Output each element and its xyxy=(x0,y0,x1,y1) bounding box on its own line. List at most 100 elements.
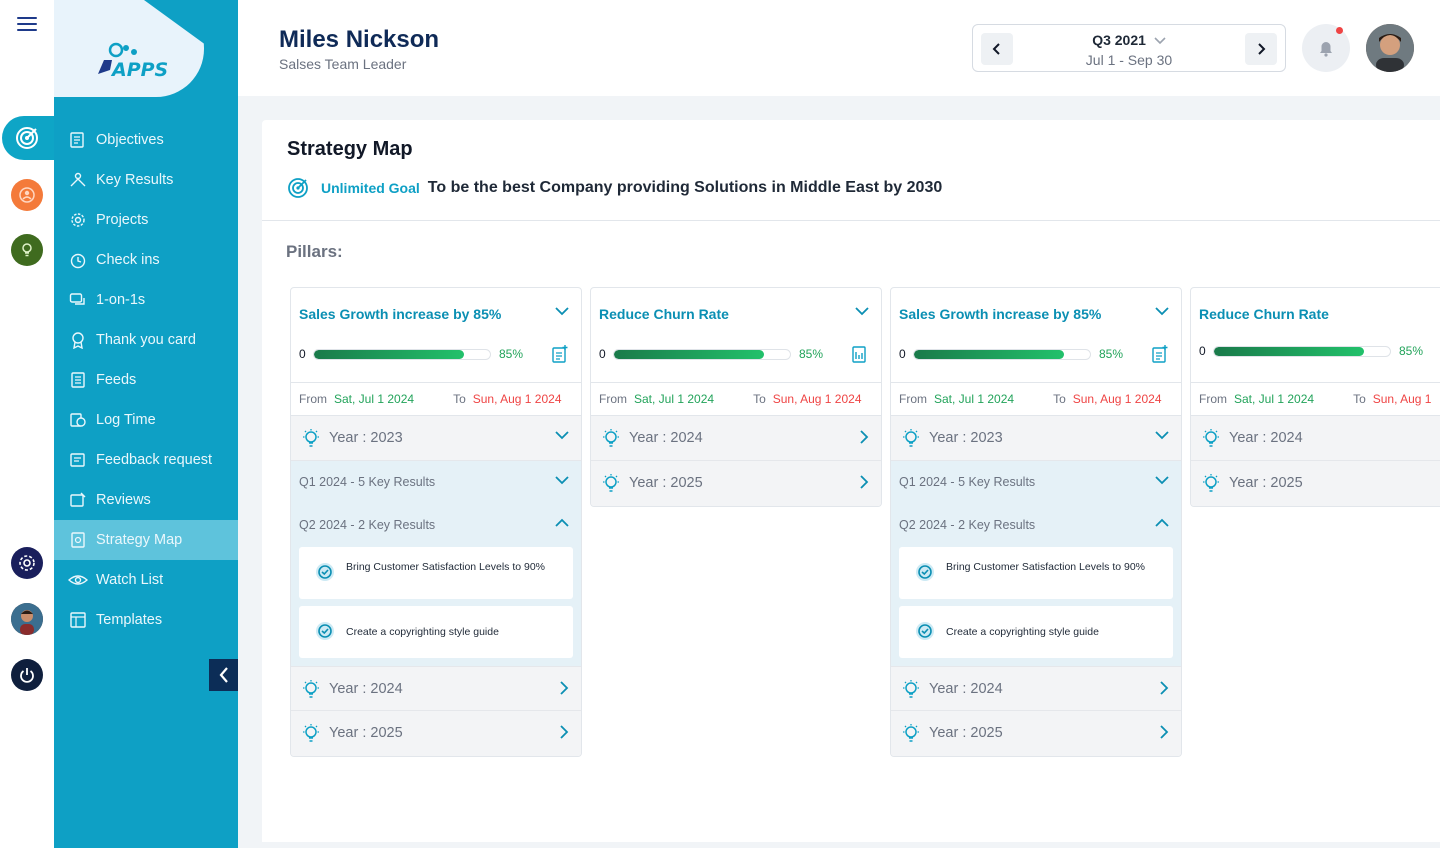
quarter-selector: Q3 2021 Jul 1 - Sep 30 xyxy=(972,24,1286,72)
sidebar-item-reviews[interactable]: Reviews xyxy=(54,480,238,520)
progress-fill xyxy=(314,349,464,359)
sidebar-nav: Objectives Key Results Projects Check in… xyxy=(54,120,238,640)
collapse-sidebar-button[interactable] xyxy=(209,659,238,691)
eye-icon xyxy=(68,570,88,590)
page-title: Strategy Map xyxy=(287,138,413,160)
progress-bar xyxy=(313,348,491,360)
pillar-header[interactable]: Sales Growth increase by 85% xyxy=(891,288,1181,338)
goal-type-label: Unlimited Goal xyxy=(321,180,420,196)
rail-item-okr[interactable] xyxy=(2,116,60,160)
key-result-card[interactable]: Bring Customer Satisfaction Levels to 90… xyxy=(299,547,573,599)
sidebar-item-projects[interactable]: Projects xyxy=(54,200,238,240)
report-icon[interactable] xyxy=(851,344,869,364)
sidebar-item-label: Feeds xyxy=(96,372,137,388)
pillar-title: Reduce Churn Rate xyxy=(1199,306,1329,322)
year-row[interactable]: Year : 2023 xyxy=(291,416,581,461)
to-label: To xyxy=(753,392,766,406)
year-row[interactable]: Year : 2025 xyxy=(291,711,581,756)
sidebar-item-feedback-request[interactable]: Feedback request xyxy=(54,440,238,480)
sidebar-item-log-time[interactable]: Log Time xyxy=(54,400,238,440)
lightbulb-icon xyxy=(903,429,919,447)
key-result-card[interactable]: Create a copyrighting style guide xyxy=(299,606,573,658)
chevron-down-icon[interactable] xyxy=(855,306,869,316)
next-quarter-button[interactable] xyxy=(1245,33,1277,65)
quarter-row[interactable]: Q2 2024 - 2 Key Results xyxy=(891,504,1181,547)
chevron-down-icon[interactable] xyxy=(1155,306,1169,316)
lightbulb-icon xyxy=(903,724,919,742)
year-row[interactable]: Year : 2023 xyxy=(891,416,1181,461)
year-label: Year : 2025 xyxy=(929,725,1003,741)
year-row[interactable]: Year : 2025 xyxy=(591,461,881,506)
add-report-icon[interactable] xyxy=(551,344,569,364)
quarter-range: Jul 1 - Sep 30 xyxy=(1085,52,1173,68)
svg-text:APPS: APPS xyxy=(110,59,168,81)
pillar-dates: From Sat, Jul 1 2024 To Sun, Aug 1 2024 xyxy=(891,382,1181,416)
to-label: To xyxy=(453,392,466,406)
sidebar-item-key-results[interactable]: Key Results xyxy=(54,160,238,200)
pillar-header[interactable]: Reduce Churn Rate xyxy=(591,288,881,338)
from-label: From xyxy=(1199,392,1227,406)
rail-item-team[interactable] xyxy=(11,179,43,211)
key-result-card[interactable]: Create a copyrighting style guide xyxy=(899,606,1173,658)
year-row[interactable]: Year : 2024 xyxy=(1191,416,1440,461)
gear-icon xyxy=(19,555,35,571)
quarter-row[interactable]: Q1 2024 - 5 Key Results xyxy=(291,461,581,504)
from-date: Sat, Jul 1 2024 xyxy=(334,392,415,406)
chevron-right-icon xyxy=(1160,725,1169,739)
lightbulb-icon xyxy=(303,680,319,698)
quarter-row[interactable]: Q2 2024 - 2 Key Results xyxy=(291,504,581,547)
sidebar-item-label: Strategy Map xyxy=(96,532,183,548)
year-label: Year : 2024 xyxy=(329,681,403,697)
hamburger-menu-icon[interactable] xyxy=(17,14,37,32)
year-label: Year : 2025 xyxy=(329,725,403,741)
pillar-card: Sales Growth increase by 85% 0 85% From … xyxy=(290,287,582,757)
year-row[interactable]: Year : 2025 xyxy=(1191,461,1440,506)
key-result-icon xyxy=(316,563,334,581)
chevron-down-icon xyxy=(555,431,569,440)
progress-fill xyxy=(914,349,1064,359)
year-row[interactable]: Year : 2025 xyxy=(891,711,1181,756)
key-results-list: Bring Customer Satisfaction Levels to 90… xyxy=(291,547,581,666)
one-on-ones-icon xyxy=(68,290,88,310)
rail-user-avatar[interactable] xyxy=(11,603,43,635)
sidebar-item-templates[interactable]: Templates xyxy=(54,600,238,640)
progress-percent: 85% xyxy=(799,347,824,361)
progress-percent: 85% xyxy=(1099,347,1124,361)
sidebar-item-label: Reviews xyxy=(96,492,151,508)
quarter-row[interactable]: Q1 2024 - 5 Key Results xyxy=(891,461,1181,504)
sidebar-item-strategy-map[interactable]: Strategy Map xyxy=(54,520,238,560)
sidebar-item-objectives[interactable]: Objectives xyxy=(54,120,238,160)
year-row[interactable]: Year : 2024 xyxy=(591,416,881,461)
add-report-icon[interactable] xyxy=(1151,344,1169,364)
user-avatar[interactable] xyxy=(1366,24,1414,72)
sidebar-item-check-ins[interactable]: Check ins xyxy=(54,240,238,280)
year-row[interactable]: Year : 2024 xyxy=(291,666,581,711)
pillar-title: Sales Growth increase by 85% xyxy=(899,306,1102,322)
sidebar-item-thank-you-card[interactable]: Thank you card xyxy=(54,320,238,360)
pillar-header[interactable]: Sales Growth increase by 85% xyxy=(291,288,581,338)
chevron-down-icon[interactable] xyxy=(555,306,569,316)
sidebar-item-watch-list[interactable]: Watch List xyxy=(54,560,238,600)
rail-item-ideas[interactable] xyxy=(11,234,43,266)
progress-bar xyxy=(913,348,1091,360)
previous-quarter-button[interactable] xyxy=(981,33,1013,65)
progress-start: 0 xyxy=(899,347,906,361)
pillar-header[interactable]: Reduce Churn Rate xyxy=(1191,288,1440,338)
key-result-card[interactable]: Bring Customer Satisfaction Levels to 90… xyxy=(899,547,1173,599)
year-label: Year : 2025 xyxy=(629,475,703,491)
sidebar-item-label: Objectives xyxy=(96,132,164,148)
quarter-dropdown[interactable]: Q3 2021 xyxy=(973,32,1285,48)
rail-item-settings[interactable] xyxy=(11,547,43,579)
sidebar-item-feeds[interactable]: Feeds xyxy=(54,360,238,400)
pillar-dates: From Sat, Jul 1 2024 To Sun, Aug 1 2024 xyxy=(291,382,581,416)
chevron-right-icon xyxy=(1160,681,1169,695)
year-row[interactable]: Year : 2024 xyxy=(891,666,1181,711)
from-date: Sat, Jul 1 2024 xyxy=(634,392,715,406)
progress-start: 0 xyxy=(599,347,606,361)
chevron-right-icon xyxy=(860,475,869,489)
goal-row: Unlimited Goal To be the best Company pr… xyxy=(287,177,942,199)
app-logo[interactable]: APPS xyxy=(92,40,182,95)
sidebar-item-one-on-ones[interactable]: 1-on-1s xyxy=(54,280,238,320)
target-icon xyxy=(288,178,308,198)
rail-logout[interactable] xyxy=(11,659,43,691)
